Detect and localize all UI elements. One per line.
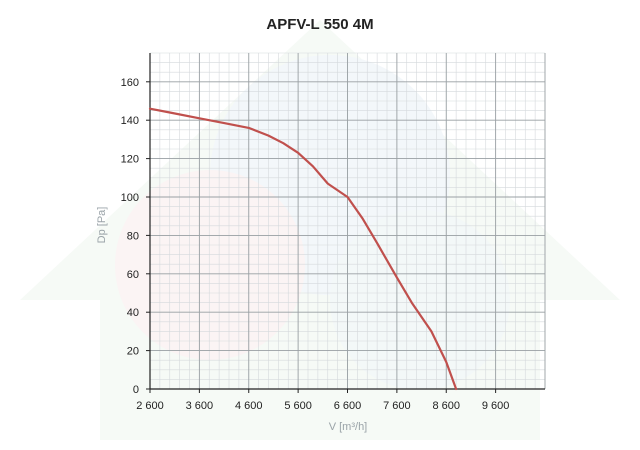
y-tick-label: 80 — [127, 230, 139, 242]
y-tick-label: 20 — [127, 346, 139, 358]
x-tick-label: 8 600 — [432, 400, 460, 412]
grid — [149, 52, 546, 390]
y-tick-label: 100 — [121, 192, 139, 204]
x-tick-label: 9 600 — [482, 400, 510, 412]
chart-title: APFV-L 550 4M — [266, 16, 373, 33]
y-tick-label: 60 — [127, 269, 139, 281]
x-tick-label: 3 600 — [186, 400, 214, 412]
x-axis-label: V [m³/h] — [329, 421, 368, 433]
x-tick-label: 5 600 — [284, 400, 312, 412]
x-tick-label: 2 600 — [136, 400, 164, 412]
y-tick-label: 160 — [121, 77, 139, 89]
background-watermark — [20, 20, 620, 440]
x-tick-labels: 2 600 3 600 4 600 5 600 6 600 7 600 8 600 9 600 — [136, 400, 509, 412]
y-tick-label: 140 — [121, 115, 139, 127]
y-tick-label: 0 — [133, 384, 139, 396]
series-layer — [148, 107, 458, 391]
x-tick-label: 6 600 — [334, 400, 362, 412]
x-tick-label: 7 600 — [383, 400, 411, 412]
y-tick-labels: 0 20 40 60 80 100 120 140 160 — [121, 77, 139, 396]
y-axis-label: Dp [Pa] — [96, 207, 108, 244]
x-tick-label: 4 600 — [235, 400, 263, 412]
y-tick-label: 120 — [121, 154, 139, 166]
watermark-teal-fan-icon — [330, 210, 510, 390]
series-line — [148, 107, 458, 391]
y-tick-label: 40 — [127, 307, 139, 319]
